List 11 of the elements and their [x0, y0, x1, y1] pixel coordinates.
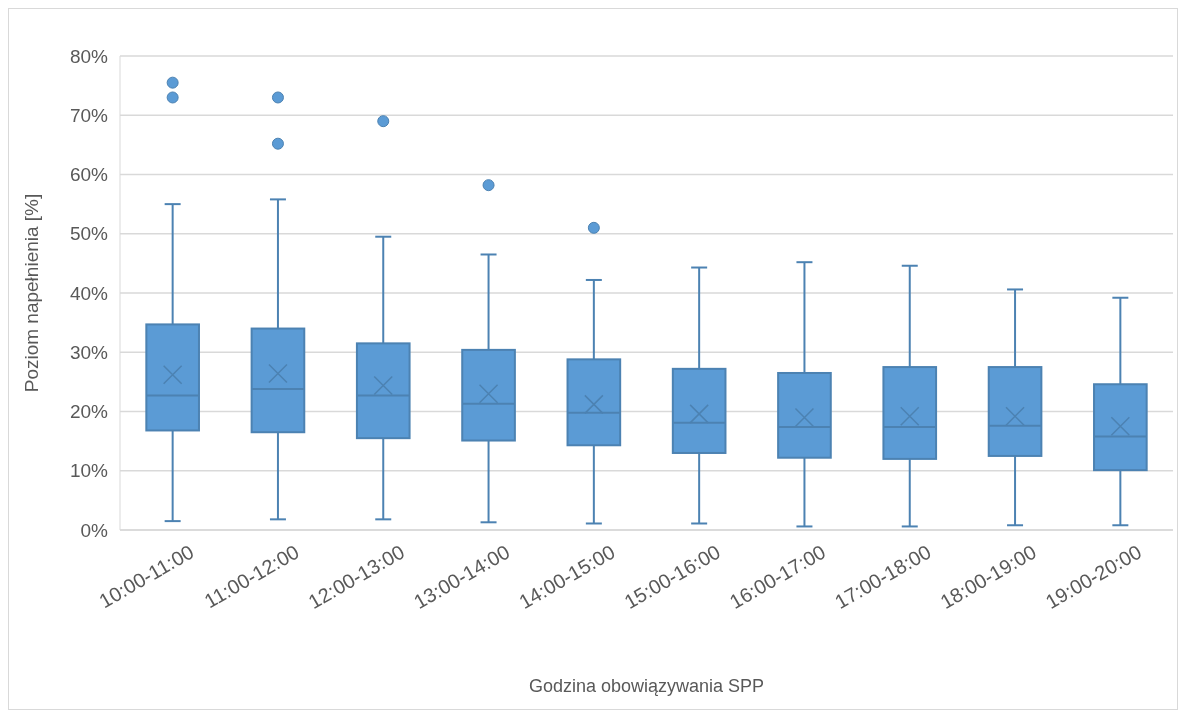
y-tick-label: 80% — [69, 45, 109, 67]
y-axis-title: Poziom napełnienia [%] — [21, 193, 42, 393]
y-tick-label: 40% — [69, 282, 109, 304]
y-tick-label: 0% — [80, 519, 109, 541]
y-tick-label: 30% — [69, 341, 109, 363]
y-tick-label: 10% — [69, 460, 109, 482]
x-axis-title: Godzina obowiązywania SPP — [528, 676, 765, 696]
y-tick-label: 20% — [69, 401, 109, 423]
y-tick-label: 50% — [69, 223, 109, 245]
y-tick-label: 60% — [69, 164, 109, 186]
y-tick-label: 70% — [69, 104, 109, 126]
